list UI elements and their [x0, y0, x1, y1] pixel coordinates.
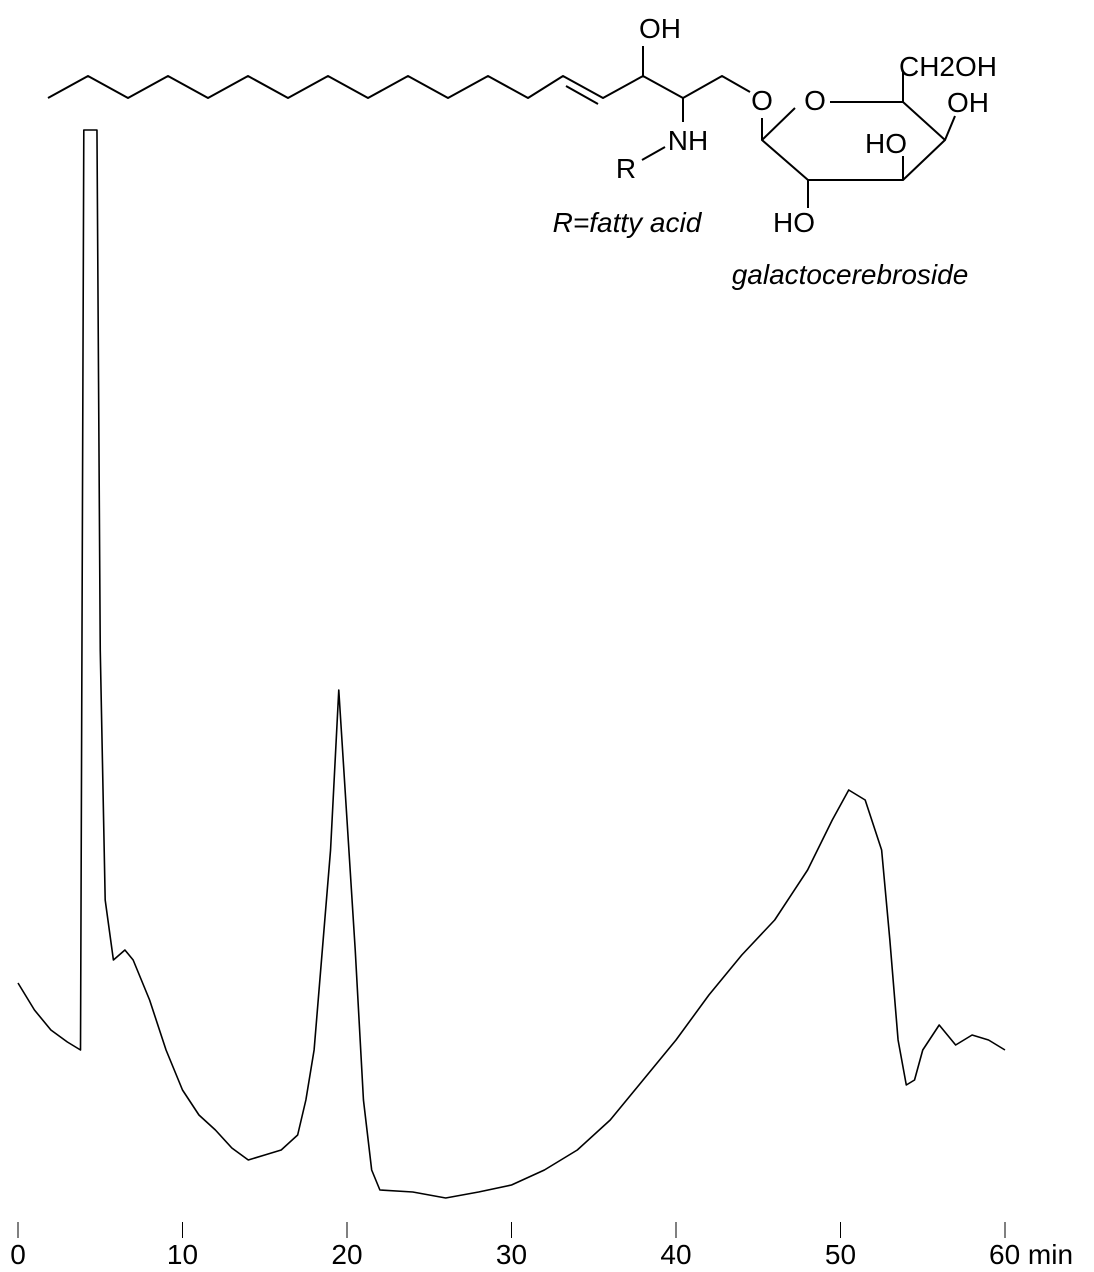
atom-label: HO [865, 128, 907, 159]
annotation: galactocerebroside [732, 259, 969, 290]
x-tick-label: 0 [10, 1239, 26, 1267]
atom-label: HO [773, 207, 815, 238]
atom-label: O [804, 85, 826, 116]
bond [761, 101, 946, 181]
bond [641, 146, 666, 161]
bond [944, 115, 956, 141]
atom-label: OH [947, 87, 989, 118]
bond [47, 75, 751, 99]
x-tick-label: 10 [167, 1239, 198, 1267]
atom-label: NH [668, 125, 708, 156]
x-tick-label: 30 [496, 1239, 527, 1267]
trace [17, 129, 1006, 1199]
structure: OH NH R O O CH2OH OH HO HO R=fatty acid … [47, 13, 997, 290]
atom-label: OH [639, 13, 681, 44]
x-tick-label: 60 min [989, 1239, 1073, 1267]
x-tick-label: 50 [825, 1239, 856, 1267]
atom-label: R [616, 153, 636, 184]
x-tick-label: 40 [660, 1239, 691, 1267]
atom-label: CH2OH [899, 51, 997, 82]
bond [565, 85, 599, 105]
atom-label: O [751, 85, 773, 116]
annotation: R=fatty acid [553, 207, 703, 238]
x-tick-label: 20 [331, 1239, 362, 1267]
